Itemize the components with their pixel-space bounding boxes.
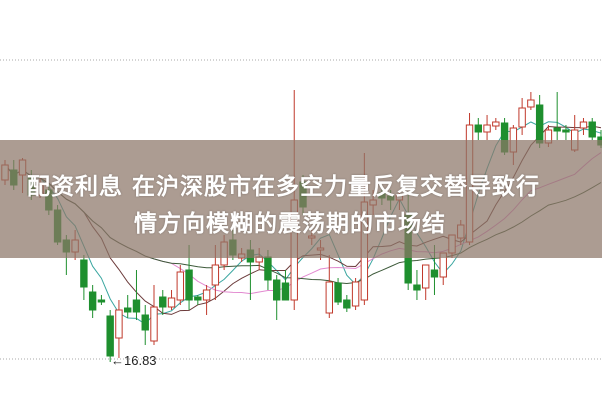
candle-body: [141, 314, 149, 331]
candle-body: [422, 264, 430, 289]
candle: [202, 285, 211, 315]
candle-body: [535, 104, 544, 144]
candle: [518, 98, 526, 135]
candle-body: [334, 282, 342, 303]
candle-body: [176, 271, 184, 301]
headline-overlay: [0, 140, 602, 258]
candle-body: [185, 269, 193, 301]
candle-body: [264, 256, 272, 281]
candle-body: [211, 264, 220, 286]
candle-body: [492, 121, 500, 127]
low-price-annotation: ←16.83: [111, 353, 157, 368]
headline-line-2: 情方向模糊的震荡期的市场结: [134, 211, 446, 237]
candle-body: [351, 281, 360, 307]
candle-body: [159, 296, 167, 308]
candle-body: [194, 296, 202, 301]
candle-body: [413, 284, 421, 291]
candle: [150, 285, 158, 345]
candle: [115, 300, 123, 358]
candle: [159, 290, 167, 315]
candle: [124, 295, 132, 318]
candle-body: [579, 121, 588, 129]
candle: [97, 295, 106, 305]
candle: [474, 118, 482, 140]
candle: [483, 115, 491, 140]
candle: [106, 310, 114, 362]
candle: [527, 92, 535, 110]
candle: [579, 118, 588, 135]
candle-body: [474, 124, 482, 133]
candle-body: [132, 299, 141, 313]
candle: [194, 295, 202, 305]
candle-body: [202, 289, 211, 301]
candle: [492, 118, 500, 130]
candle-body: [167, 297, 176, 308]
candle-body: [124, 307, 132, 313]
candle-body: [325, 281, 333, 314]
candle-body: [281, 282, 290, 301]
candle-body: [588, 121, 596, 138]
candle-body: [97, 299, 106, 303]
candle: [334, 278, 342, 305]
candle-body: [88, 291, 97, 311]
candle-body: [80, 259, 88, 288]
candle-body: [106, 315, 114, 357]
candle: [132, 270, 141, 320]
candle: [413, 270, 421, 300]
candle-body: [115, 309, 123, 339]
candle: [588, 118, 596, 140]
candle-body: [562, 129, 570, 133]
candle: [281, 270, 290, 301]
candle: [422, 264, 430, 300]
candle: [167, 290, 176, 310]
candle: [325, 255, 333, 318]
candle-body: [553, 127, 561, 132]
candle: [80, 255, 88, 300]
candle-body: [150, 306, 158, 342]
candle: [351, 278, 360, 310]
candle-body: [483, 124, 491, 133]
candle: [553, 92, 561, 140]
candle: [343, 295, 351, 312]
headline-line-1: 配资利息 在沪深股市在多空力量反复交替导致行: [27, 174, 541, 200]
candle: [273, 275, 281, 320]
candle-body: [273, 279, 281, 301]
candle-body: [527, 99, 535, 108]
candle-body: [430, 269, 439, 278]
candle: [562, 125, 570, 140]
candle-body: [518, 107, 526, 128]
candle-body: [343, 299, 351, 309]
candle: [176, 265, 184, 305]
candle: [141, 305, 149, 345]
candle: [88, 285, 97, 318]
